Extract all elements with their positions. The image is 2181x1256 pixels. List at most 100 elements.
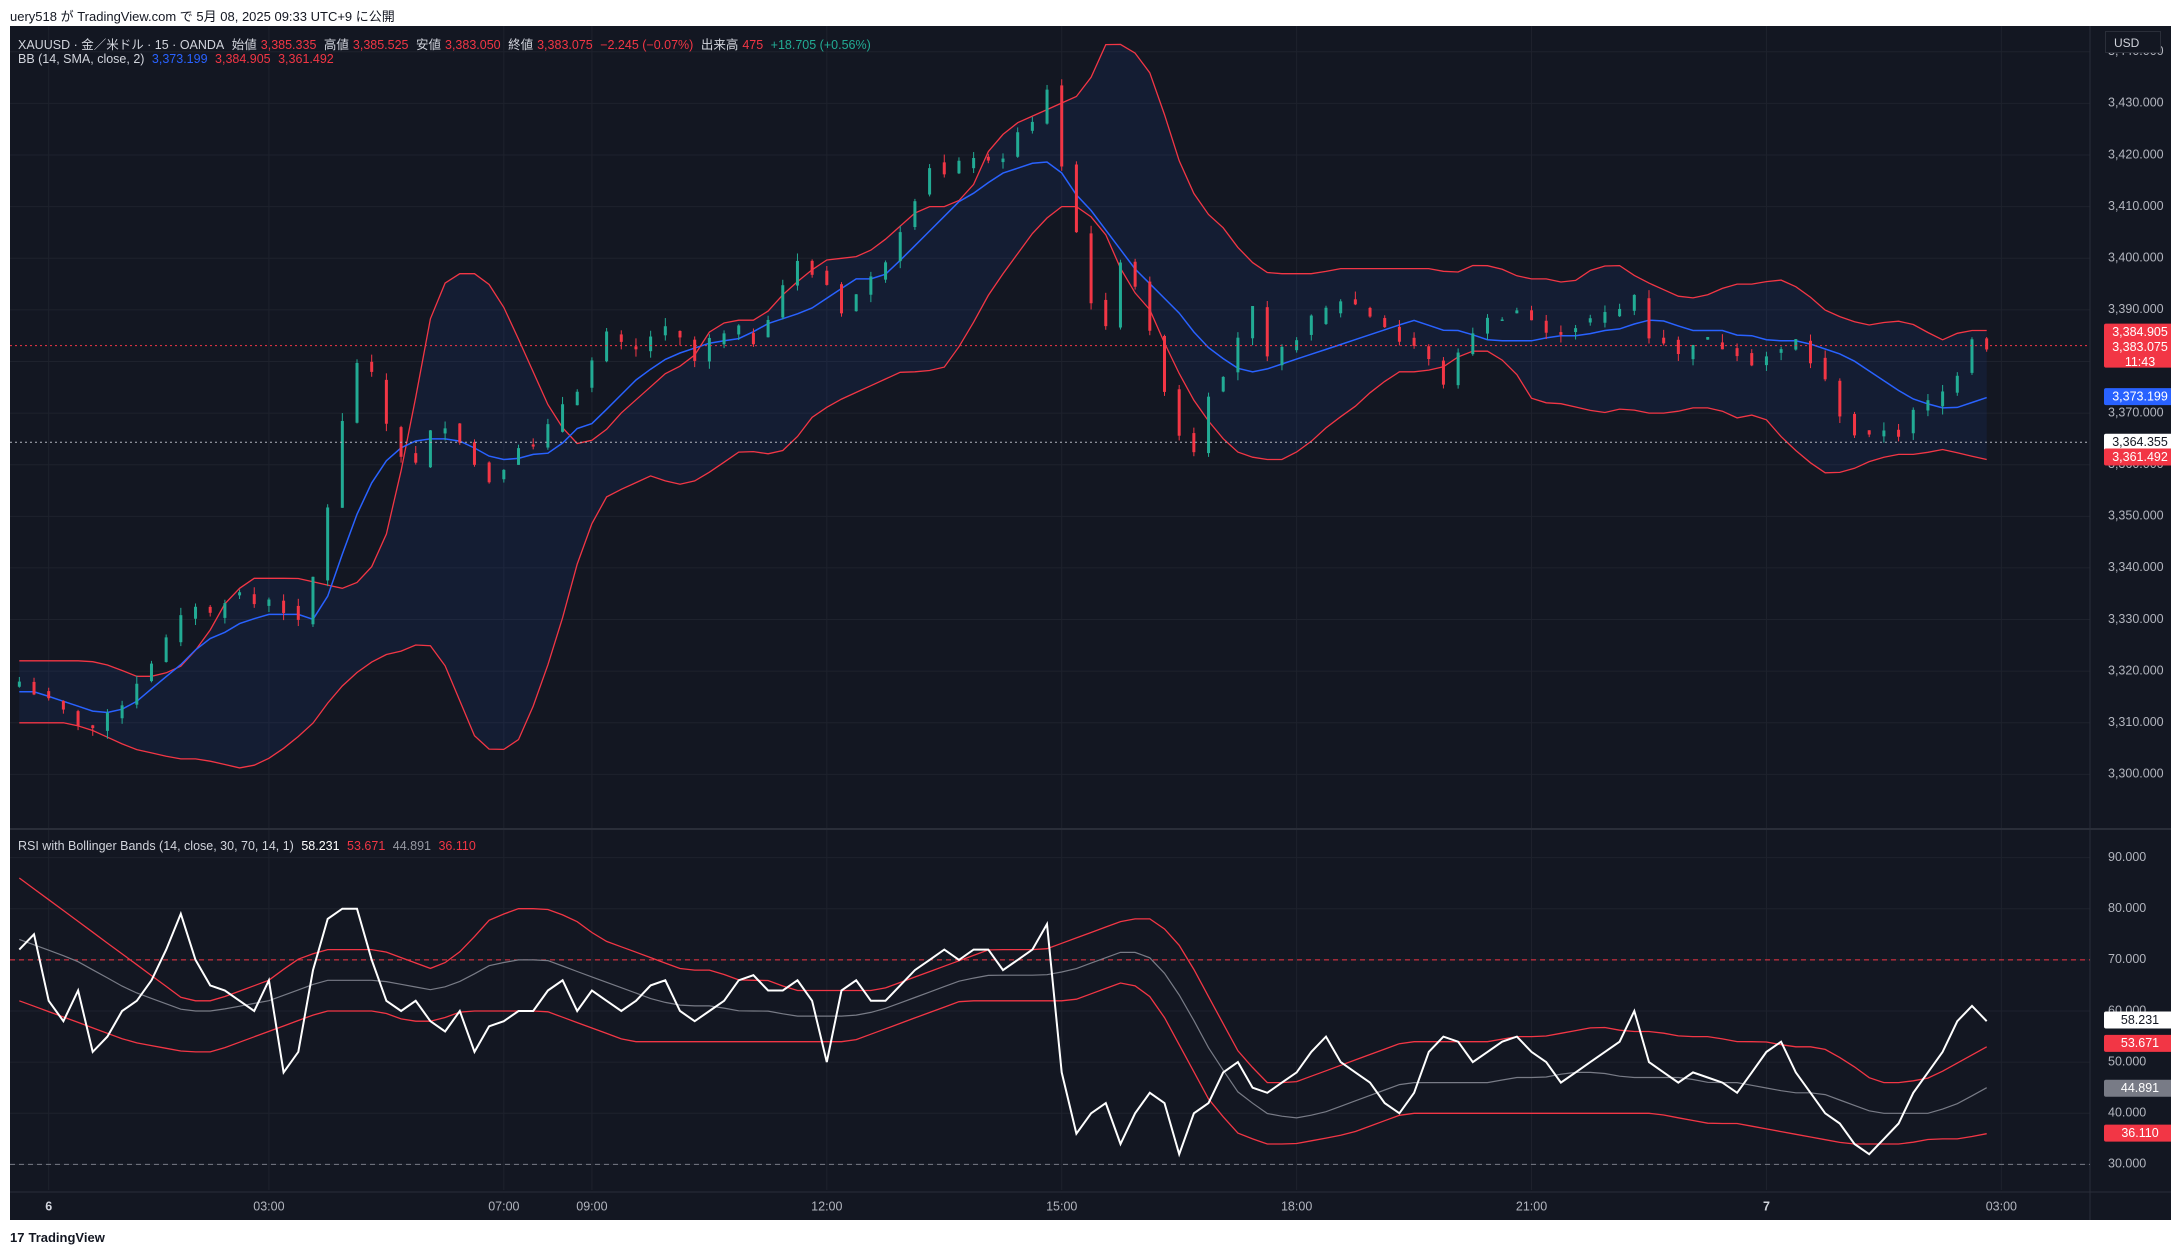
candle	[340, 413, 344, 508]
bb-lower-tag: 3,361.492	[2104, 448, 2171, 466]
open-label: 始値	[231, 38, 257, 52]
candle-body	[91, 725, 95, 729]
candle-body	[1985, 338, 1989, 350]
rsi-lower-tag: 36.110	[2104, 1124, 2171, 1142]
candle-body	[1265, 307, 1269, 357]
candle-body	[869, 276, 873, 295]
currency-button[interactable]: USD	[2105, 31, 2161, 53]
candle	[1515, 307, 1519, 314]
low-label: 安値	[415, 38, 441, 52]
candle	[1779, 346, 1783, 361]
candle-body	[707, 337, 711, 362]
candle-body	[252, 594, 256, 605]
candle-body	[1280, 346, 1284, 366]
candle-body	[1397, 326, 1401, 342]
candle	[296, 598, 300, 627]
candle-body	[1706, 337, 1710, 340]
candle	[972, 152, 976, 174]
time-tick-label: 03:00	[253, 1199, 284, 1213]
candle	[1309, 314, 1313, 341]
candle-body	[1823, 357, 1827, 380]
candle-body	[355, 362, 359, 423]
bb-legend[interactable]: BB (14, SMA, close, 2) 3,373.199 3,384.9…	[18, 52, 338, 66]
candle-body	[1691, 345, 1695, 360]
candle	[1104, 292, 1108, 330]
candle	[164, 634, 168, 663]
candle-body	[1221, 376, 1225, 392]
candle	[825, 265, 829, 286]
candle-body	[472, 442, 476, 465]
price-tick-label: 3,390.000	[2108, 302, 2164, 316]
candle-body	[208, 606, 212, 613]
symbol-label[interactable]: XAUUSD · 金／米ドル · 15 · OANDA	[18, 38, 225, 52]
candle	[1383, 315, 1387, 328]
candle-body	[443, 428, 447, 434]
bb-lower-line	[19, 205, 1987, 769]
candle	[1794, 339, 1798, 351]
footer-brand[interactable]: 17 TradingView	[10, 1230, 105, 1245]
candle-body	[1779, 349, 1783, 353]
candle-body	[1647, 298, 1651, 339]
candle	[1676, 336, 1680, 361]
candle-body	[1897, 429, 1901, 437]
candle-body	[47, 691, 51, 699]
time-tick-label: 09:00	[576, 1199, 607, 1213]
candle	[986, 153, 990, 164]
candle	[649, 330, 653, 358]
candle-body	[1309, 315, 1313, 335]
bb-upper-line	[19, 43, 1987, 677]
rsi-line	[18, 907, 1988, 1158]
candle	[561, 396, 565, 433]
candle	[546, 418, 550, 450]
candle-body	[1133, 261, 1137, 287]
candle	[1941, 384, 1945, 415]
bb-basis-tag-bg	[2104, 388, 2171, 406]
candle-body	[1030, 121, 1034, 131]
chart-frame[interactable]: 3,300.000 3,310.000 3,320.000 3,330.000 3,34…	[10, 26, 2171, 1220]
candle-body	[1720, 342, 1724, 350]
price-tick-label: 3,320.000	[2108, 663, 2164, 677]
candle-body	[76, 711, 80, 726]
rsi-legend[interactable]: RSI with Bollinger Bands (14, close, 30,…	[18, 839, 480, 853]
chart-canvas[interactable]: 3,300.000 3,310.000 3,320.000 3,330.000 3,34…	[10, 26, 2171, 1220]
rsi-tick-label: 90.000	[2108, 850, 2146, 864]
candle	[61, 700, 65, 714]
candle-body	[414, 453, 418, 463]
candle	[795, 253, 799, 291]
time-tick-label: 15:00	[1046, 1199, 1077, 1213]
candle-body	[1500, 319, 1504, 321]
price-tick-label: 3,420.000	[2108, 147, 2164, 161]
candle	[1016, 127, 1020, 158]
price-tick-label: 3,340.000	[2108, 560, 2164, 574]
bb-lower-tag-bg	[2104, 448, 2171, 466]
candle	[663, 318, 667, 341]
candle-body	[135, 683, 139, 705]
candle-body	[619, 334, 623, 342]
candle-body	[370, 361, 374, 372]
candle	[1882, 422, 1886, 443]
candle	[1544, 314, 1548, 340]
bb-lower-tag-text: 3,361.492	[2112, 450, 2168, 464]
candle-body	[1060, 85, 1064, 167]
rsi-name: RSI with Bollinger Bands (14, close, 30,…	[18, 839, 294, 853]
candle-body	[340, 420, 344, 508]
candle	[1530, 305, 1534, 321]
candle	[135, 675, 139, 709]
candle	[928, 164, 932, 197]
candle	[1808, 334, 1812, 369]
candle-body	[1324, 307, 1328, 324]
rsi-basis-tag: 44.891	[2104, 1079, 2171, 1097]
candle	[428, 430, 432, 468]
rsi-tick-label: 80.000	[2108, 901, 2146, 915]
candle-body	[1001, 158, 1005, 163]
candle	[810, 259, 814, 278]
candle-body	[1251, 306, 1255, 339]
candle-body	[825, 270, 829, 285]
candle-body	[1162, 335, 1166, 392]
rsi-lower-tag-bg	[2104, 1124, 2171, 1142]
candle-body	[1794, 339, 1798, 350]
candle	[1735, 343, 1739, 362]
candle-body	[634, 346, 638, 350]
candle-body	[957, 160, 961, 174]
crosshair-price-tag-bg	[2104, 433, 2171, 451]
